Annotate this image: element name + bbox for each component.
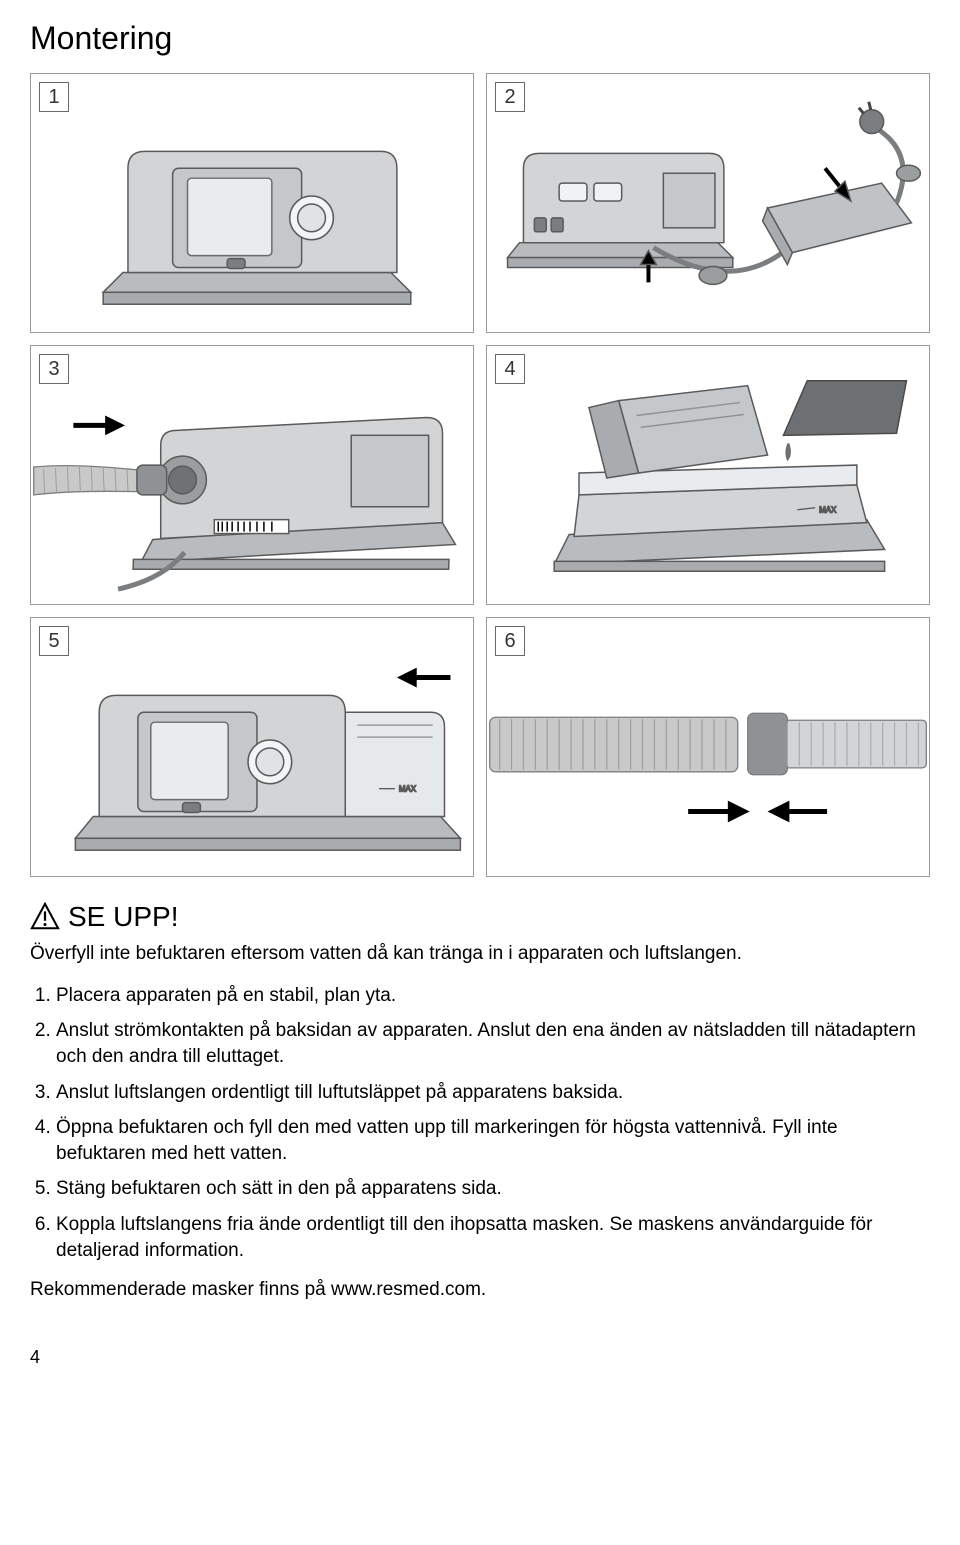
instruction-item: Koppla luftslangens fria ände ordentligt… [56,1212,930,1263]
svg-text:MAX: MAX [819,506,837,515]
step-number-3: 3 [39,354,69,384]
instruction-item: Stäng befuktaren och sätt in den på appa… [56,1176,930,1202]
panel-step-6: 6 [486,617,930,877]
illustration-3 [31,346,473,604]
step-number-4: 4 [495,354,525,384]
panel-step-5: 5 MAX [30,617,474,877]
page-number: 4 [30,1347,930,1368]
warning-detail: Överfyll inte befuktaren eftersom vatten… [30,941,930,967]
instruction-item: Anslut strömkontakten på baksidan av app… [56,1018,930,1069]
panel-step-2: 2 [486,73,930,333]
panel-step-3: 3 [30,345,474,605]
instruction-item: Placera apparaten på en stabil, plan yta… [56,983,930,1009]
warning-label: SE UPP! [68,901,178,933]
instruction-item: Öppna befuktaren och fyll den med vatten… [56,1115,930,1166]
illustration-2 [487,74,929,332]
step-number-6: 6 [495,626,525,656]
step-number-5: 5 [39,626,69,656]
step-number-1: 1 [39,82,69,112]
panel-step-4: 4 MAX [486,345,930,605]
warning-heading: SE UPP! [30,901,930,933]
instruction-list: Placera apparaten på en stabil, plan yta… [30,983,930,1264]
page-title: Montering [30,20,930,57]
footer-text: Rekommenderade masker finns på www.resme… [30,1277,930,1303]
instruction-item: Anslut luftslangen ordentligt till luftu… [56,1080,930,1106]
illustration-4: MAX [487,346,929,604]
svg-text:MAX: MAX [399,785,417,794]
warning-icon [30,902,60,932]
step-number-2: 2 [495,82,525,112]
illustration-5: MAX [31,618,473,876]
panel-step-1: 1 [30,73,474,333]
illustration-grid: 1 2 [30,73,930,877]
illustration-6 [487,618,929,876]
illustration-1 [31,74,473,332]
